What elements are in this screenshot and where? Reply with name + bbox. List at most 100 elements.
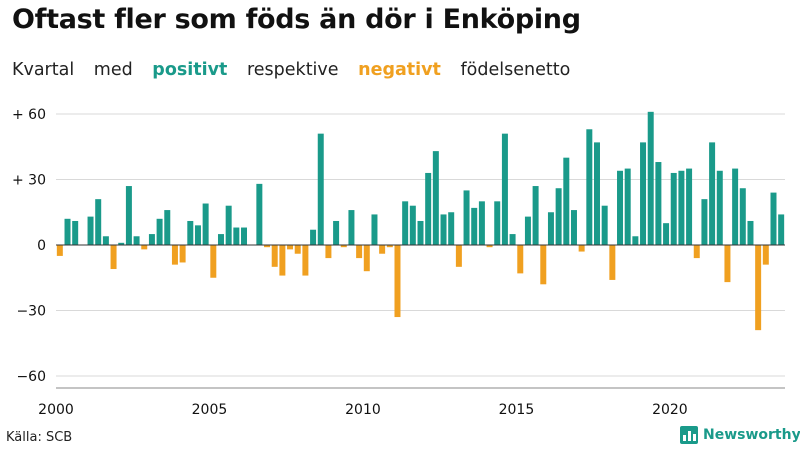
bar bbox=[225, 205, 232, 245]
bar bbox=[340, 245, 347, 248]
bar bbox=[524, 216, 531, 245]
bar bbox=[317, 133, 324, 245]
bar bbox=[409, 205, 416, 245]
bar bbox=[164, 210, 171, 245]
bar bbox=[455, 245, 462, 267]
bar bbox=[701, 199, 708, 245]
bar bbox=[348, 210, 355, 245]
bar bbox=[732, 168, 739, 245]
bar bbox=[570, 210, 577, 245]
y-tick-label: −30 bbox=[16, 304, 46, 320]
bar bbox=[194, 225, 201, 245]
bar bbox=[555, 188, 562, 245]
subtitle-word: Kvartal bbox=[12, 60, 75, 80]
bar bbox=[187, 220, 194, 245]
bar bbox=[333, 220, 340, 245]
bar bbox=[601, 205, 608, 245]
bar bbox=[432, 151, 439, 245]
bar bbox=[148, 234, 155, 245]
bar bbox=[686, 168, 693, 245]
subtitle-word: födelsenetto bbox=[460, 60, 571, 80]
bar bbox=[118, 242, 125, 245]
bar bbox=[647, 111, 654, 245]
bar bbox=[179, 245, 186, 263]
bar bbox=[547, 212, 554, 245]
bar bbox=[624, 168, 631, 245]
subtitle-negative: negativt bbox=[358, 60, 441, 80]
chart-subtitle: Kvartal med positivt respektive negativt… bbox=[12, 60, 584, 80]
bar bbox=[709, 142, 716, 245]
bar bbox=[363, 245, 370, 272]
bars bbox=[56, 111, 785, 331]
bar bbox=[125, 186, 132, 245]
x-tick-label: 2010 bbox=[345, 402, 381, 418]
bar bbox=[402, 201, 409, 245]
bar bbox=[778, 214, 785, 245]
bar bbox=[356, 245, 363, 259]
subtitle-word: respektive bbox=[246, 60, 339, 80]
y-tick-label: 0 bbox=[37, 238, 46, 254]
bar bbox=[56, 245, 63, 256]
bar bbox=[141, 245, 148, 250]
x-tick-label: 2005 bbox=[192, 402, 228, 418]
bar bbox=[739, 188, 746, 245]
brand-logo: Newsworthy bbox=[680, 426, 800, 444]
chart-logo-icon bbox=[680, 426, 698, 444]
bar bbox=[663, 223, 670, 245]
bar bbox=[594, 142, 600, 245]
bar bbox=[133, 236, 140, 245]
bar bbox=[471, 207, 478, 245]
bar bbox=[640, 142, 647, 245]
grid bbox=[56, 113, 785, 377]
bar bbox=[693, 245, 700, 259]
y-tick-label: −60 bbox=[16, 369, 46, 385]
bar bbox=[609, 245, 616, 280]
bar bbox=[279, 245, 286, 276]
x-tick-label: 2000 bbox=[38, 402, 74, 418]
bar bbox=[678, 170, 685, 245]
bar bbox=[478, 201, 485, 245]
bar bbox=[271, 245, 278, 267]
subtitle-positive: positivt bbox=[152, 60, 228, 80]
axes: + 60 + 30 0 −30 −60 2000 2005 2010 2015 2020 bbox=[12, 107, 785, 418]
bar bbox=[670, 172, 677, 245]
chart-title: Oftast fler som föds än dör i Enköping bbox=[12, 4, 581, 35]
x-tick-label: 2020 bbox=[652, 402, 688, 418]
bar bbox=[762, 245, 769, 265]
bar bbox=[156, 218, 163, 245]
bar bbox=[110, 245, 117, 270]
bar bbox=[233, 227, 240, 245]
bar bbox=[87, 216, 94, 245]
bar bbox=[425, 172, 432, 245]
bar bbox=[509, 234, 516, 245]
bar bbox=[64, 218, 71, 245]
bar bbox=[264, 245, 271, 248]
bar bbox=[217, 234, 224, 245]
bar bbox=[563, 157, 570, 245]
bar bbox=[386, 245, 393, 248]
bar bbox=[532, 186, 539, 245]
bar bbox=[578, 245, 585, 252]
bar bbox=[517, 245, 524, 274]
bar bbox=[417, 220, 424, 245]
y-tick-label: + 60 bbox=[12, 107, 46, 123]
bar bbox=[241, 227, 247, 245]
bar bbox=[102, 236, 109, 245]
bar bbox=[540, 245, 547, 285]
bar bbox=[486, 245, 493, 248]
bar bbox=[72, 220, 79, 245]
bar bbox=[655, 162, 662, 245]
bar bbox=[210, 245, 217, 278]
bar bbox=[724, 245, 731, 283]
bar bbox=[747, 220, 754, 245]
bar bbox=[202, 203, 209, 245]
bar bbox=[294, 245, 301, 254]
bar bbox=[394, 245, 401, 318]
bar bbox=[302, 245, 309, 276]
bar bbox=[617, 170, 624, 245]
bar bbox=[586, 129, 593, 245]
x-tick-label: 2015 bbox=[499, 402, 535, 418]
subtitle-word: med bbox=[93, 60, 133, 80]
y-tick-label: + 30 bbox=[12, 173, 46, 189]
